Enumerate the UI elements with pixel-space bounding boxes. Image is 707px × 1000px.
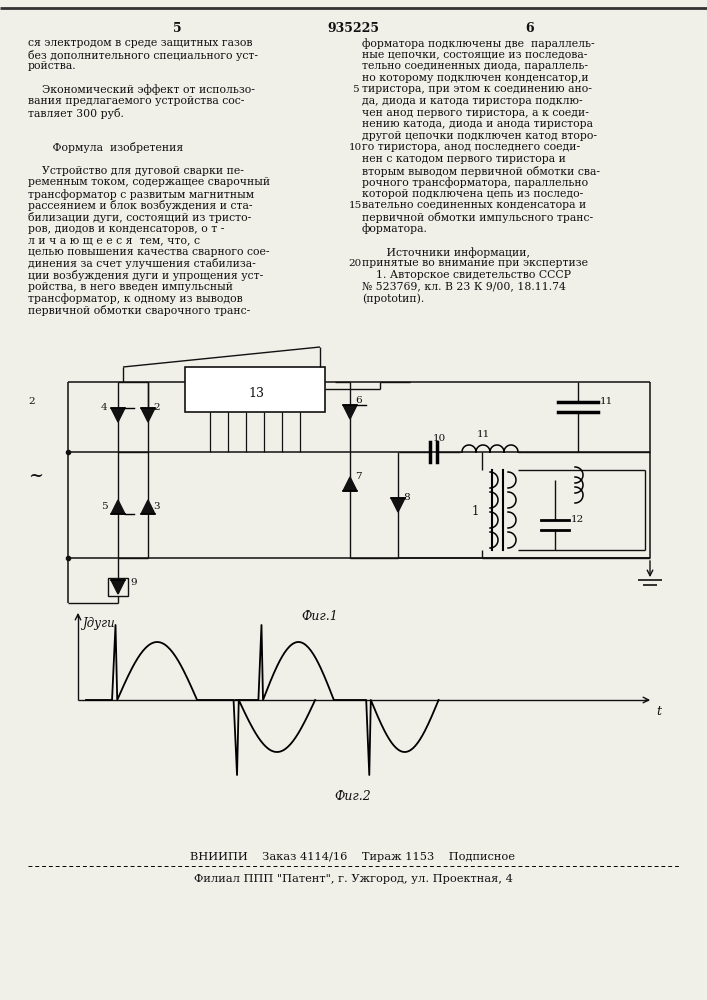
- Text: 5: 5: [173, 22, 181, 35]
- Text: 5: 5: [351, 85, 358, 94]
- Text: но которому подключен конденсатор,и: но которому подключен конденсатор,и: [362, 73, 589, 83]
- Polygon shape: [111, 500, 125, 514]
- Text: 11: 11: [477, 430, 490, 439]
- Text: чен анод первого тиристора, а к соеди-: чен анод первого тиристора, а к соеди-: [362, 108, 589, 118]
- Text: принятые во внимание при экспертизе: принятые во внимание при экспертизе: [362, 258, 588, 268]
- Text: Экономический эффект от использо-: Экономический эффект от использо-: [28, 84, 255, 95]
- Text: (прototип).: (прototип).: [362, 293, 424, 304]
- Text: тиристора, при этом к соединению ано-: тиристора, при этом к соединению ано-: [362, 84, 592, 94]
- Polygon shape: [391, 498, 405, 512]
- Text: Формула  изобретения: Формула изобретения: [28, 142, 183, 153]
- Text: 4: 4: [101, 403, 107, 412]
- Text: трансформатор, к одному из выводов: трансформатор, к одному из выводов: [28, 293, 243, 304]
- Text: которой подключена цепь из последо-: которой подключена цепь из последо-: [362, 189, 583, 199]
- Text: форматора подключены две  параллель-: форматора подключены две параллель-: [362, 38, 595, 49]
- Text: Источники информации,: Источники информации,: [362, 247, 530, 258]
- Text: Фиг.1: Фиг.1: [302, 610, 339, 623]
- Text: первичной обмотки сварочного транс-: первичной обмотки сварочного транс-: [28, 305, 250, 316]
- Text: 6: 6: [355, 396, 361, 405]
- Text: ременным током, содержащее сварочный: ременным током, содержащее сварочный: [28, 177, 270, 187]
- Text: 1: 1: [472, 505, 479, 518]
- Text: 9: 9: [130, 578, 136, 587]
- Text: Филиал ППП "Патент", г. Ужгород, ул. Проектная, 4: Филиал ППП "Патент", г. Ужгород, ул. Про…: [194, 874, 513, 884]
- Text: ройства, в него введен импульсный: ройства, в него введен импульсный: [28, 282, 233, 292]
- Text: 3: 3: [153, 502, 160, 511]
- Text: другой цепочки подключен катод второ-: другой цепочки подключен катод второ-: [362, 131, 597, 141]
- Text: го тиристора, анод последнего соеди-: го тиристора, анод последнего соеди-: [362, 142, 580, 152]
- Text: рочного трансформатора, параллельно: рочного трансформатора, параллельно: [362, 177, 588, 188]
- Text: форматора.: форматора.: [362, 224, 428, 234]
- Text: ров, диодов и конденсаторов, о т -: ров, диодов и конденсаторов, о т -: [28, 224, 224, 234]
- Text: 11: 11: [600, 397, 613, 406]
- Text: тельно соединенных диода, параллель-: тельно соединенных диода, параллель-: [362, 61, 588, 71]
- Text: 8: 8: [403, 493, 409, 502]
- Text: вательно соединенных конденсатора и: вательно соединенных конденсатора и: [362, 200, 586, 210]
- Text: 2: 2: [28, 397, 35, 406]
- Text: ные цепочки, состоящие из последова-: ные цепочки, состоящие из последова-: [362, 50, 588, 60]
- Bar: [185, 367, 325, 412]
- Text: ции возбуждения дуги и упрощения уст-: ции возбуждения дуги и упрощения уст-: [28, 270, 263, 281]
- Text: ся электродом в среде защитных газов: ся электродом в среде защитных газов: [28, 38, 252, 48]
- Text: Фиг.2: Фиг.2: [334, 790, 371, 803]
- Text: 6: 6: [526, 22, 534, 35]
- Text: Устройство для дуговой сварки пе-: Устройство для дуговой сварки пе-: [28, 166, 244, 176]
- Polygon shape: [141, 408, 155, 422]
- Text: ВНИИПИ    Заказ 4114/16    Тираж 1153    Подписное: ВНИИПИ Заказ 4114/16 Тираж 1153 Подписно…: [190, 852, 515, 862]
- Text: 15: 15: [349, 201, 361, 210]
- Text: 2: 2: [153, 403, 160, 412]
- Text: t: t: [656, 705, 661, 718]
- Text: 13: 13: [248, 387, 264, 400]
- Text: нению катода, диода и анода тиристора: нению катода, диода и анода тиристора: [362, 119, 593, 129]
- Text: Jдуги: Jдуги: [83, 617, 116, 630]
- Text: 20: 20: [349, 259, 361, 268]
- Polygon shape: [343, 405, 357, 419]
- Text: вания предлагаемого устройства сос-: вания предлагаемого устройства сос-: [28, 96, 245, 106]
- Text: билизации дуги, состоящий из тристо-: билизации дуги, состоящий из тристо-: [28, 212, 251, 223]
- Text: л и ч а ю щ е е с я  тем, что, с: л и ч а ю щ е е с я тем, что, с: [28, 235, 200, 245]
- Text: рассеянием и блок возбуждения и ста-: рассеянием и блок возбуждения и ста-: [28, 200, 252, 211]
- Polygon shape: [343, 477, 357, 491]
- Text: да, диода и катода тиристора подклю-: да, диода и катода тиристора подклю-: [362, 96, 583, 106]
- Text: 5: 5: [101, 502, 107, 511]
- Text: без дополнительного специального уст-: без дополнительного специального уст-: [28, 50, 258, 61]
- Text: 12: 12: [571, 515, 584, 524]
- Text: ~: ~: [28, 467, 43, 485]
- Text: динения за счет улучшения стабилиза-: динения за счет улучшения стабилиза-: [28, 258, 256, 269]
- Text: 10: 10: [349, 143, 361, 152]
- Bar: [108, 578, 128, 596]
- Text: 935225: 935225: [327, 22, 379, 35]
- Text: 10: 10: [433, 434, 446, 443]
- Text: 7: 7: [355, 472, 361, 481]
- Text: трансформатор с развитым магнитным: трансформатор с развитым магнитным: [28, 189, 254, 200]
- Text: целью повышения качества сварного сое-: целью повышения качества сварного сое-: [28, 247, 269, 257]
- Text: нен с катодом первого тиристора и: нен с катодом первого тиристора и: [362, 154, 566, 164]
- Text: тавляет 300 руб.: тавляет 300 руб.: [28, 108, 124, 119]
- Text: ройства.: ройства.: [28, 61, 76, 71]
- Text: № 523769, кл. В 23 К 9/00, 18.11.74: № 523769, кл. В 23 К 9/00, 18.11.74: [362, 282, 566, 292]
- Polygon shape: [141, 500, 155, 514]
- Text: вторым выводом первичной обмотки сва-: вторым выводом первичной обмотки сва-: [362, 166, 600, 177]
- Polygon shape: [111, 580, 125, 594]
- Text: первичной обмотки импульсного транс-: первичной обмотки импульсного транс-: [362, 212, 593, 223]
- Text: 1. Авторское свидетельство СССР: 1. Авторское свидетельство СССР: [362, 270, 571, 280]
- Polygon shape: [111, 408, 125, 422]
